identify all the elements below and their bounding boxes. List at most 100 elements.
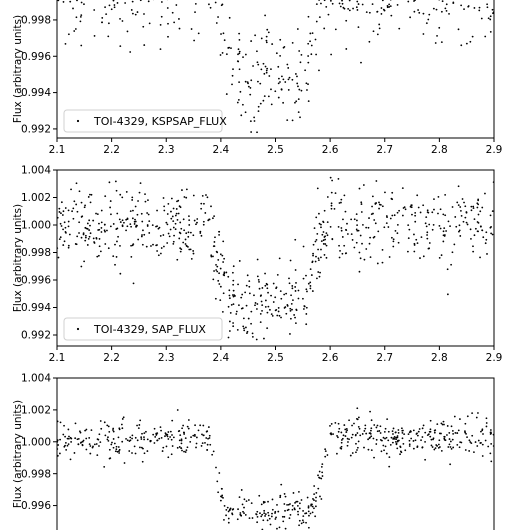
data-point	[125, 229, 127, 232]
data-point	[320, 226, 322, 229]
data-point	[182, 218, 185, 221]
data-point	[449, 446, 452, 448]
data-point	[268, 75, 271, 77]
data-point	[89, 445, 92, 447]
data-point	[89, 201, 92, 204]
data-point	[218, 472, 221, 474]
data-point	[126, 439, 129, 442]
data-point	[449, 440, 452, 443]
data-point	[424, 222, 427, 225]
data-point	[442, 213, 445, 216]
data-point	[110, 213, 112, 216]
data-point	[117, 436, 120, 439]
data-point	[182, 424, 185, 427]
data-point	[326, 196, 329, 198]
data-point	[256, 61, 259, 64]
data-point	[263, 501, 266, 503]
data-point	[219, 499, 222, 502]
data-point	[67, 246, 70, 249]
data-point	[298, 507, 301, 510]
data-point	[130, 9, 133, 11]
data-point	[266, 327, 269, 330]
data-point	[247, 82, 249, 85]
data-point	[60, 212, 62, 215]
data-point	[106, 424, 109, 427]
data-point	[159, 23, 162, 26]
data-point	[176, 446, 179, 449]
data-point	[299, 116, 301, 119]
data-point	[413, 10, 416, 13]
data-point	[401, 187, 404, 190]
data-point	[228, 320, 231, 323]
data-point	[432, 7, 435, 10]
data-point	[451, 438, 454, 441]
data-point	[104, 230, 106, 233]
data-point	[206, 443, 209, 446]
data-point	[268, 517, 271, 520]
data-point	[438, 26, 441, 29]
data-point	[228, 16, 231, 19]
data-point	[202, 424, 205, 427]
data-point	[185, 449, 188, 452]
data-point	[212, 278, 215, 281]
data-point	[434, 447, 437, 450]
data-point	[145, 430, 147, 433]
data-point	[71, 210, 73, 213]
data-point	[474, 441, 477, 443]
data-point	[302, 510, 304, 512]
data-point	[208, 437, 211, 439]
data-point	[376, 430, 379, 433]
data-point	[235, 313, 238, 315]
data-point	[189, 441, 192, 443]
data-point	[209, 6, 212, 9]
data-point	[449, 225, 451, 228]
data-point	[408, 228, 411, 231]
data-point	[339, 249, 341, 252]
data-point	[228, 330, 231, 332]
data-point	[100, 221, 103, 224]
data-point	[64, 207, 67, 209]
data-point	[371, 3, 374, 6]
data-point	[424, 440, 426, 443]
data-point	[261, 309, 263, 312]
data-point	[112, 427, 115, 430]
data-point	[369, 256, 372, 259]
data-point	[200, 234, 203, 237]
data-point	[82, 233, 85, 236]
data-point	[80, 44, 83, 47]
y-tick-label: 1.002	[21, 404, 51, 416]
data-point	[409, 16, 412, 19]
data-point	[141, 220, 144, 223]
data-point	[353, 246, 356, 249]
data-point	[163, 245, 165, 248]
data-point	[315, 53, 318, 56]
data-point	[208, 218, 211, 221]
data-point	[465, 432, 467, 435]
data-point	[79, 15, 82, 18]
data-point	[184, 451, 187, 453]
data-point	[190, 257, 193, 260]
data-point	[131, 452, 133, 454]
data-point	[258, 494, 261, 497]
data-point	[116, 240, 118, 243]
data-point	[431, 446, 434, 448]
data-point	[491, 233, 494, 236]
data-point	[296, 75, 298, 78]
data-point	[270, 103, 273, 106]
data-point	[80, 14, 83, 17]
data-point	[307, 42, 310, 45]
data-point	[363, 258, 366, 261]
data-point	[355, 6, 358, 9]
data-point	[227, 336, 230, 339]
data-point	[481, 229, 484, 232]
data-point	[477, 213, 480, 216]
data-point	[425, 216, 428, 219]
data-point	[320, 256, 322, 259]
data-point	[270, 294, 272, 297]
data-point	[205, 194, 207, 196]
data-point	[358, 251, 361, 254]
data-point	[336, 434, 338, 437]
data-point	[107, 436, 109, 439]
data-point	[460, 214, 463, 217]
